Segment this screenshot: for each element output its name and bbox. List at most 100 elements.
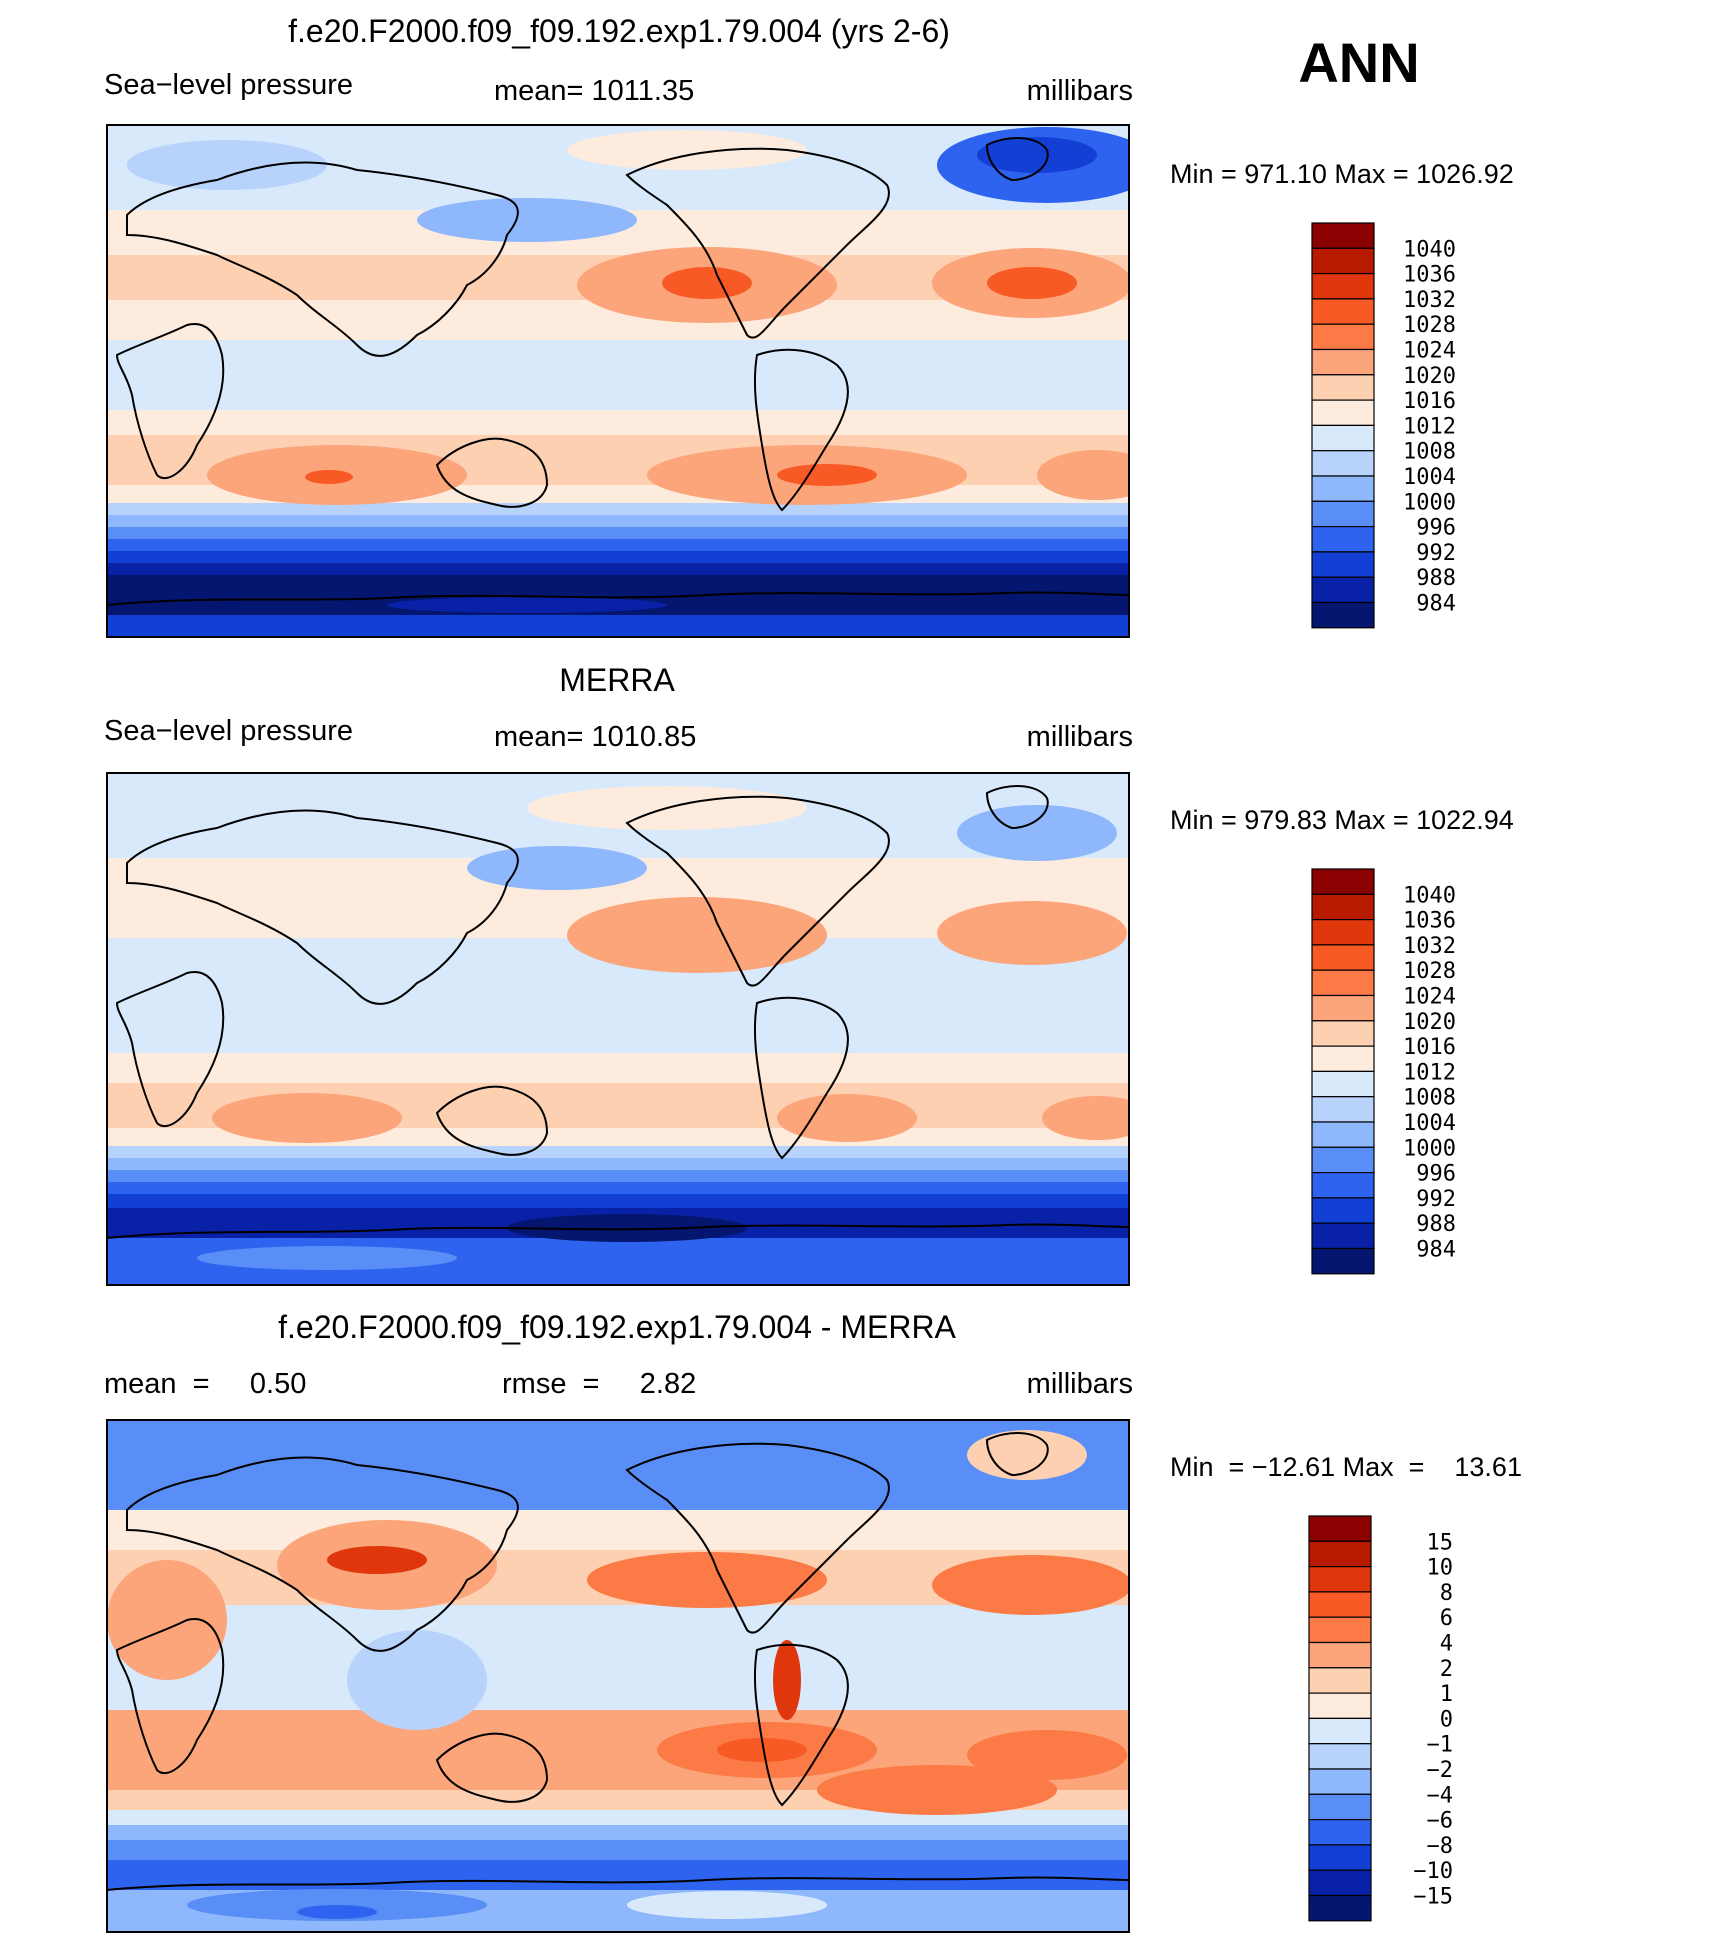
field-blob: [107, 1560, 227, 1680]
colorbar-tick-label: −2: [1427, 1758, 1454, 1783]
colorbar-box: [1311, 298, 1375, 325]
colorbar-box: [1311, 1146, 1375, 1174]
field-band: [107, 527, 1129, 539]
field-blob: [127, 140, 327, 190]
colorbar-tick-label: 1000: [1403, 1136, 1456, 1161]
colorbar-box: [1308, 1692, 1372, 1720]
colorbar-box: [1311, 1045, 1375, 1073]
field-blob: [387, 597, 667, 613]
units-label: millibars: [1027, 721, 1133, 753]
coast-north-america: [625, 1442, 890, 1634]
field-blob: [212, 1093, 402, 1143]
colorbar-tick-label: 1020: [1403, 1010, 1456, 1035]
coast-australia: [435, 1085, 549, 1156]
field-blob: [1042, 1096, 1129, 1140]
field-band: [107, 1810, 1129, 1825]
map-field: [107, 125, 1129, 637]
panel-obs: MERRA Sea−level pressure mean= 1010.85 m…: [104, 662, 1514, 1286]
colorbar-box: [1311, 526, 1375, 553]
field-blob: [662, 267, 752, 299]
colorbar-tick-label: −1: [1427, 1733, 1454, 1758]
field-blob: [777, 464, 877, 486]
colorbar-box: [1311, 1197, 1375, 1224]
map-frame: [106, 772, 1130, 1286]
colorbar-tick-label: 1024: [1403, 339, 1456, 364]
colorbar-box: [1311, 1222, 1375, 1250]
map-frame: [106, 1419, 1130, 1933]
colorbar-box: [1311, 450, 1375, 477]
coast-australia: [435, 437, 549, 508]
field-blob: [967, 1430, 1087, 1480]
colorbar-box: [1311, 374, 1375, 401]
field-blob: [957, 805, 1117, 861]
colorbar-box: [1308, 1616, 1372, 1644]
colorbar-tick-label: −10: [1413, 1859, 1453, 1884]
colorbar-tick-label: 1016: [1403, 1035, 1456, 1060]
coast-africa: [115, 323, 225, 480]
coast-south-america: [753, 348, 849, 512]
colorbar-tick-label: 2: [1440, 1657, 1453, 1682]
field-band: [107, 1825, 1129, 1840]
colorbar-tick-label: 1016: [1403, 389, 1456, 414]
colorbar-tick-label: 1008: [1403, 1086, 1456, 1111]
minmax-label: Min = 979.83 Max = 1022.94: [1170, 805, 1514, 835]
colorbar-box: [1311, 348, 1375, 376]
colorbar-tick-label: 1004: [1403, 1111, 1456, 1136]
panel-title: f.e20.F2000.f09_f09.192.exp1.79.004 (yrs…: [288, 13, 950, 49]
coast-greenland: [985, 785, 1049, 830]
field-blob: [567, 130, 807, 170]
colorbar-box: [1311, 893, 1375, 921]
field-band: [107, 1053, 1129, 1083]
colorbar-box: [1308, 1869, 1372, 1897]
mean-label: mean= 1010.85: [494, 721, 696, 753]
colorbar-tick-label: 1: [1440, 1682, 1453, 1707]
field-blob: [297, 1905, 377, 1919]
field-blob: [417, 198, 637, 242]
colorbar-tick-label: 1008: [1403, 440, 1456, 465]
field-band: [107, 615, 1129, 637]
colorbar-box: [1311, 994, 1375, 1022]
coast-antarctica: [106, 1223, 1130, 1239]
colorbar-tick-label: 1020: [1403, 364, 1456, 389]
coast-greenland: [985, 1432, 1049, 1477]
field-band: [107, 410, 1129, 435]
variable-label: Sea−level pressure: [104, 69, 353, 101]
field-blob: [777, 1094, 917, 1142]
field-band: [107, 340, 1129, 410]
colorbar-box: [1311, 1121, 1375, 1148]
field-band: [107, 1420, 1129, 1510]
map-field: [107, 773, 1129, 1285]
colorbar-tick-label: 10: [1427, 1556, 1454, 1581]
variable-label: Sea−level pressure: [104, 715, 353, 747]
colorbar-tick-label: 1040: [1403, 237, 1456, 262]
colorbar: 1040103610321028102410201016101210081004…: [1311, 222, 1456, 629]
units-label: millibars: [1027, 75, 1133, 107]
coast-africa: [115, 971, 225, 1128]
colorbar-box: [1308, 1667, 1372, 1694]
field-blob: [567, 897, 827, 973]
colorbar-tick-label: 1024: [1403, 985, 1456, 1010]
colorbar-tick-label: −15: [1413, 1885, 1453, 1910]
colorbar-tick-label: 6: [1440, 1606, 1453, 1631]
season-label: ANN: [1298, 31, 1419, 94]
mean-label: mean = 0.50: [104, 1368, 306, 1400]
colorbar-box: [1308, 1515, 1372, 1542]
field-blob: [327, 1546, 427, 1574]
minmax-label: Min = −12.61 Max = 13.61: [1170, 1452, 1522, 1482]
field-blob: [937, 901, 1127, 965]
colorbar-box: [1308, 1768, 1372, 1795]
colorbar-tick-label: 996: [1416, 516, 1456, 541]
coast-australia: [435, 1732, 549, 1803]
colorbar-tick-label: −6: [1427, 1809, 1454, 1834]
colorbar-box: [1311, 868, 1375, 895]
colorbar-box: [1311, 272, 1375, 300]
field-band: [107, 1146, 1129, 1158]
units-label: millibars: [1027, 1368, 1133, 1400]
field-band: [107, 1182, 1129, 1194]
colorbar-tick-label: 996: [1416, 1162, 1456, 1187]
colorbar-box: [1311, 576, 1375, 604]
colorbar-box: [1311, 1172, 1375, 1199]
field-blob: [717, 1738, 807, 1762]
field-band: [107, 1158, 1129, 1170]
